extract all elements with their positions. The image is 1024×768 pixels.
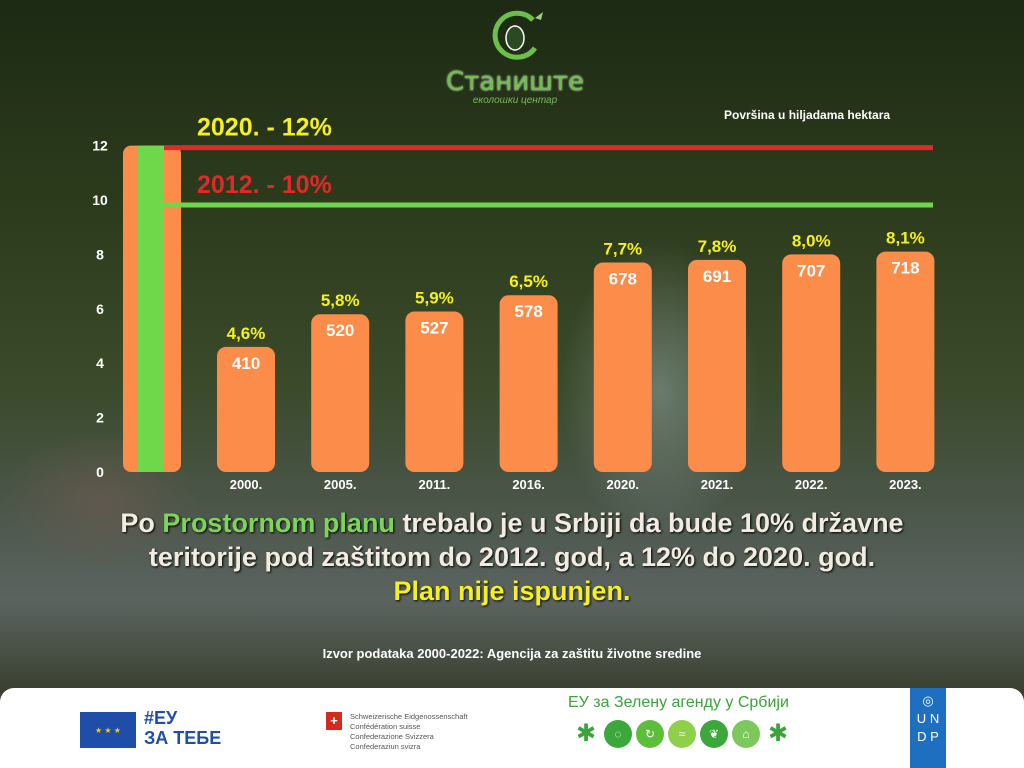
- bar: [311, 314, 370, 472]
- data-source: Izvor podataka 2000-2022: Agencija za za…: [322, 646, 702, 661]
- target-label: 2020. - 12%: [197, 114, 332, 142]
- swiss-line: Schweizerische Eidgenossenschaft: [350, 712, 468, 721]
- bar-area-label: 578: [514, 302, 542, 321]
- swiss-cross-icon: +: [326, 712, 342, 730]
- bar-percent-label: 7,7%: [603, 240, 642, 259]
- y-tick-label: 8: [96, 246, 104, 262]
- y-tick-label: 0: [96, 464, 104, 480]
- undp-letter: N: [929, 711, 940, 726]
- bulb-icon: ◌: [604, 720, 632, 748]
- reference-bar-green: [138, 145, 164, 472]
- x-tick-label: 2023.: [889, 477, 922, 492]
- msg-plan: Prostornom planu: [162, 508, 395, 538]
- eu-flag-icon: ★ ★ ★: [80, 712, 136, 748]
- bar-chart: 0 2 4 6 8 10 12 2020. - 12% 2012. - 10% 410 4,6% 20…: [92, 113, 935, 492]
- msg-conclusion: Plan nije ispunjen.: [393, 576, 631, 606]
- undp-logo: ◎ U N D P: [910, 688, 946, 768]
- bar: [782, 254, 841, 472]
- bar-percent-label: 5,9%: [415, 289, 454, 308]
- bar-percent-label: 8,0%: [792, 231, 831, 250]
- x-tick-label: 2005.: [324, 477, 357, 492]
- x-tick-label: 2016.: [512, 477, 545, 492]
- x-tick-label: 2000.: [230, 477, 263, 492]
- eu-tag-1: #ЕУ: [144, 708, 178, 728]
- leaf-icon: ❦: [700, 720, 728, 748]
- green-agenda-title: ЕУ за Зелену агенду у Србији: [568, 694, 789, 711]
- msg-line2: teritorije pod zaštitom do 2012. god, a …: [148, 542, 876, 572]
- wind-icon: ≈: [668, 720, 696, 748]
- logo-subtitle: еколошки центар: [472, 95, 558, 106]
- bar-area-label: 707: [797, 261, 825, 280]
- y-tick-label: 12: [92, 138, 108, 154]
- eu-tag-2: ЗА ТЕБЕ: [144, 728, 222, 748]
- bar-area-label: 678: [609, 270, 637, 289]
- msg-p3: trebalo je u Srbiji da bude 10% državne: [394, 508, 904, 538]
- bar-percent-label: 4,6%: [227, 324, 266, 343]
- house-icon: ⌂: [732, 720, 760, 748]
- staniste-logo: Станиште еколошки центар: [440, 10, 590, 106]
- bar: [499, 295, 558, 472]
- bar-percent-label: 7,8%: [698, 237, 737, 256]
- footer: ★ ★ ★ #ЕУ ЗА ТЕБЕ + Schweizerische Eidgen…: [0, 688, 1024, 768]
- main-message: Po Prostornom planu trebalo je u Srbiji …: [0, 506, 1024, 608]
- swiss-line: Confédération suisse: [350, 722, 421, 731]
- bar: [405, 311, 464, 472]
- bar-area-label: 691: [703, 267, 731, 286]
- swiss-line: Confederaziun svizra: [350, 742, 421, 751]
- x-tick-label: 2022.: [795, 477, 828, 492]
- bar-percent-label: 6,5%: [509, 272, 548, 291]
- bar-area-label: 410: [232, 354, 260, 373]
- bar-area-label: 718: [891, 259, 919, 278]
- bar: [688, 259, 746, 472]
- eu-tag: #ЕУ ЗА ТЕБЕ: [144, 708, 221, 748]
- bar-percent-label: 8,1%: [886, 229, 925, 248]
- recycle-icon: ↻: [636, 720, 664, 748]
- bar-area-label: 520: [326, 321, 354, 340]
- undp-letter: U: [916, 711, 927, 726]
- bar: [217, 346, 275, 472]
- msg-p1: Po: [120, 508, 163, 538]
- bar: [593, 262, 652, 472]
- y-tick-label: 6: [96, 301, 104, 317]
- x-tick-label: 2021.: [701, 477, 734, 492]
- bird-logo-icon: [492, 10, 543, 60]
- undp-letter: P: [930, 729, 939, 744]
- bar: [876, 251, 935, 472]
- x-tick-label: 2011.: [418, 477, 450, 492]
- person-icon: ✱: [767, 720, 789, 747]
- unit-note: Površina u hiljadama hektara: [724, 108, 891, 122]
- swiss-text: Schweizerische Eidgenossenschaft Confédé…: [350, 712, 468, 752]
- y-tick-label: 2: [96, 410, 104, 426]
- un-emblem-icon: ◎: [922, 693, 934, 708]
- green-agenda-icons: ✱ ◌ ↻ ≈ ❦ ⌂ ✱: [572, 720, 792, 748]
- person-icon: ✱: [575, 720, 597, 747]
- undp-letter: D: [917, 729, 927, 744]
- bar-percent-label: 5,8%: [321, 291, 360, 310]
- y-tick-label: 10: [92, 192, 108, 208]
- target-label: 2012. - 10%: [197, 171, 332, 199]
- swiss-line: Confederazione Svizzera: [350, 732, 434, 741]
- y-tick-label: 4: [96, 355, 104, 371]
- bar-area-label: 527: [420, 319, 448, 338]
- x-tick-label: 2020.: [607, 477, 640, 492]
- logo-name: Станиште: [445, 67, 585, 97]
